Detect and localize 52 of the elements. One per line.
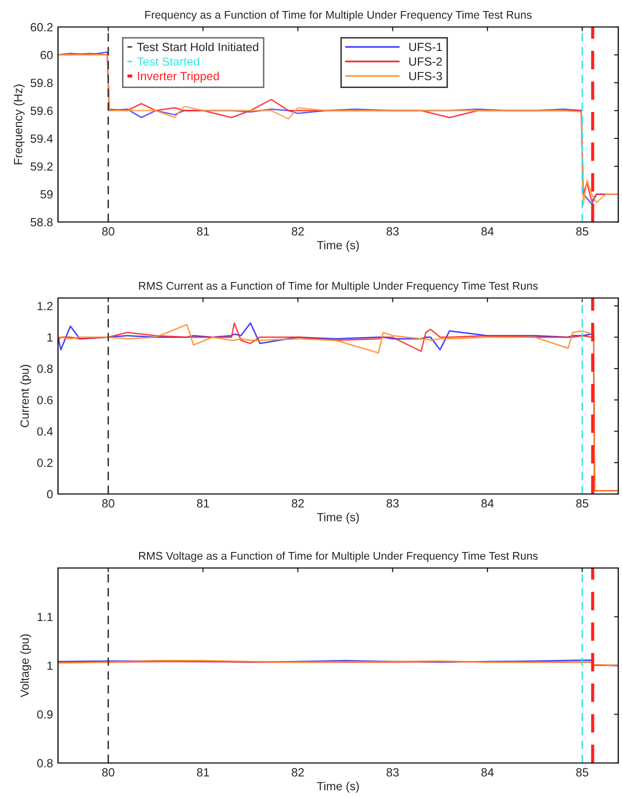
legend-label: UFS-3 <box>409 72 442 80</box>
ref-line-label: Test Started <box>137 57 200 66</box>
x-tick-label: 82 <box>292 499 304 508</box>
y-tick-label: 0.8 <box>37 759 53 768</box>
y-tick-label: 59.8 <box>30 78 53 88</box>
x-tick-label: 83 <box>386 499 399 508</box>
x-tick-label: 80 <box>102 499 114 508</box>
y-tick-label: 0.6 <box>37 396 53 404</box>
chart-title: RMS Voltage as a Function of Time for Multiple Under Frequency Time Test Runs <box>139 552 538 562</box>
y-tick-label: 60 <box>40 50 53 60</box>
x-tick-label: 85 <box>576 499 588 508</box>
y-tick-label: 1.1 <box>38 612 53 622</box>
x-axis-title: Time (s) <box>316 240 359 252</box>
legend-label: UFS-2 <box>409 57 442 66</box>
y-tick-label: 60.2 <box>30 23 53 32</box>
chart-title: RMS Current as a Function of Time for Multiple Under Frequency Time Test Runs <box>139 282 538 292</box>
x-tick-label: 80 <box>102 227 114 236</box>
chart-title: Frequency as a Function of Time for Multiple Under Frequency Time Test Runs <box>145 10 532 21</box>
x-tick-label: 81 <box>196 227 210 236</box>
y-axis-title: Voltage (pu) <box>20 634 32 698</box>
x-tick-label: 84 <box>481 499 494 508</box>
x-tick-label: 80 <box>102 768 114 777</box>
y-tick-label: 59 <box>40 190 53 199</box>
x-tick-label: 85 <box>576 768 588 777</box>
x-tick-label: 82 <box>292 227 304 236</box>
x-tick-label: 84 <box>481 768 494 777</box>
x-axis-title: Time (s) <box>316 782 359 793</box>
y-tick-label: 1 <box>47 662 53 670</box>
y-tick-label: 0.4 <box>37 427 53 436</box>
legend-label: UFS-1 <box>409 42 442 52</box>
x-axis-title: Time (s) <box>316 512 359 524</box>
y-tick-label: 59.4 <box>30 134 53 143</box>
ref-line-label: Test Start Hold Initiated <box>137 42 258 52</box>
y-tick-label: 1 <box>47 333 53 342</box>
x-tick-label: 81 <box>196 499 210 508</box>
x-tick-label: 82 <box>292 768 304 777</box>
y-tick-label: 1.2 <box>38 302 53 310</box>
ref-line-label: Inverter Tripped <box>138 72 219 83</box>
y-tick-label: 59.6 <box>30 106 53 115</box>
x-tick-label: 83 <box>386 227 399 236</box>
x-tick-label: 85 <box>576 227 588 236</box>
y-tick-label: 59.2 <box>30 162 53 171</box>
x-tick-label: 83 <box>386 768 399 777</box>
y-tick-label: 0 <box>47 490 53 498</box>
y-axis-title: Frequency (Hz) <box>14 84 25 164</box>
y-tick-label: 0.8 <box>37 364 53 373</box>
y-tick-label: 58.8 <box>30 218 53 226</box>
x-tick-label: 84 <box>481 227 494 236</box>
y-axis-title: Current (pu) <box>20 364 32 428</box>
y-tick-label: 0.9 <box>37 710 53 719</box>
y-tick-label: 0.2 <box>37 458 53 468</box>
x-tick-label: 81 <box>196 768 210 777</box>
